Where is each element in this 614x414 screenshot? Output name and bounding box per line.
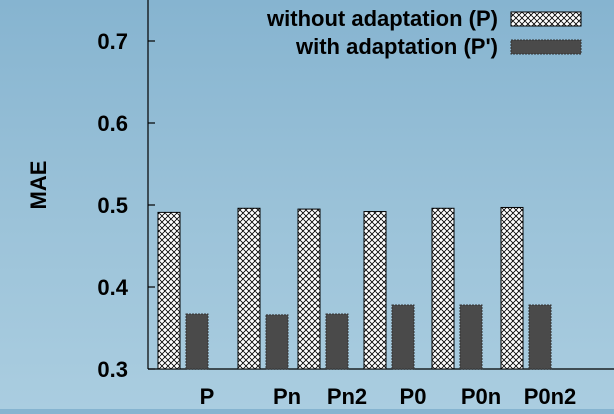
y-tick-label: 0.7	[97, 29, 128, 54]
bar-without-adaptation-p0n2	[500, 206, 524, 370]
bar-with-adaptation-pn	[265, 314, 289, 370]
legend-label: with adaptation (P')	[295, 34, 498, 59]
bar-with-adaptation-p0	[391, 304, 415, 370]
bar-with-adaptation-p0n	[459, 304, 483, 370]
x-tick-label: Pn	[273, 384, 301, 409]
bar-without-adaptation-pn	[237, 207, 261, 370]
bar-without-adaptation-pn2	[297, 208, 321, 370]
y-tick-label: 0.4	[97, 275, 128, 300]
bars-layer	[157, 206, 552, 370]
bar-with-adaptation-p0n2	[528, 304, 552, 370]
x-tick-label: P0n	[461, 384, 501, 409]
y-tick-label: 0.6	[97, 111, 128, 136]
legend-swatch	[510, 39, 582, 55]
legend-swatch	[510, 11, 582, 27]
legend-label: without adaptation (P)	[266, 6, 498, 31]
bar-with-adaptation-p	[185, 313, 209, 370]
x-tick-label: Pn2	[327, 384, 367, 409]
bar-without-adaptation-p0	[363, 211, 387, 370]
x-tick-label: P0	[400, 384, 427, 409]
legend: without adaptation (P) with adaptation (P…	[266, 6, 582, 59]
bar-with-adaptation-pn2	[325, 313, 349, 370]
y-axis-label: MAE	[26, 161, 51, 210]
legend-entry-with-adaptation: with adaptation (P')	[295, 34, 582, 59]
bar-without-adaptation-p0n	[431, 207, 455, 370]
y-tick-label: 0.3	[97, 357, 128, 382]
x-tick-label: P	[200, 384, 215, 409]
labels-layer: 0.3 0.4 0.5 0.6 0.7 MAE P Pn Pn2 P0 P0n P0n2	[26, 29, 576, 409]
x-tick-label: P0n2	[524, 384, 577, 409]
bar-without-adaptation-p	[157, 211, 181, 370]
y-tick-label: 0.5	[97, 193, 128, 218]
legend-entry-without-adaptation: without adaptation (P)	[266, 6, 582, 31]
